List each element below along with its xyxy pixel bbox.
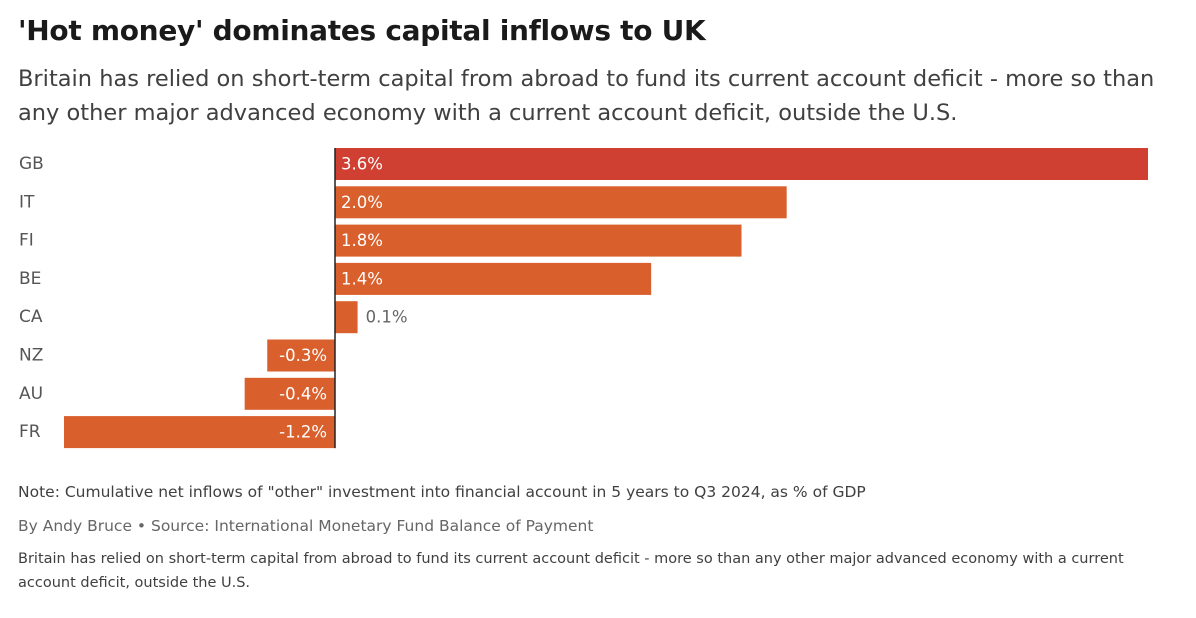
category-label-gb: GB bbox=[19, 154, 44, 174]
category-label-be: BE bbox=[19, 269, 41, 289]
value-label-nz: -0.3% bbox=[279, 346, 327, 365]
byline-source: By Andy Bruce • Source: International Mo… bbox=[18, 517, 594, 535]
chart-title: 'Hot money' dominates capital inflows to… bbox=[18, 14, 706, 47]
category-label-ca: CA bbox=[19, 307, 43, 327]
value-label-ca: 0.1% bbox=[366, 308, 408, 327]
bar-au bbox=[244, 377, 335, 410]
bar-be bbox=[335, 262, 652, 295]
category-label-nz: NZ bbox=[19, 346, 43, 366]
bar-fi bbox=[335, 224, 742, 257]
bar-nz bbox=[267, 339, 335, 372]
value-label-gb: 3.6% bbox=[341, 155, 383, 174]
bar-fr bbox=[64, 416, 335, 449]
value-label-au: -0.4% bbox=[279, 384, 327, 403]
value-label-it: 2.0% bbox=[341, 193, 383, 212]
chart-subtitle: Britain has relied on short-term capital… bbox=[18, 66, 1155, 126]
chart-note: Note: Cumulative net inflows of "other" … bbox=[18, 483, 866, 501]
bar-it bbox=[335, 186, 787, 219]
bar-chart: GB 3.6% IT 2.0% FI 1.8% BE 1.4% CA 0.1% NZ -0.3% AU -… bbox=[19, 148, 1148, 449]
bar-gb bbox=[335, 148, 1148, 180]
category-label-fi: FI bbox=[19, 231, 34, 251]
category-label-fr: FR bbox=[19, 422, 41, 442]
bar-ca bbox=[335, 301, 358, 334]
value-label-fi: 1.8% bbox=[341, 231, 383, 250]
value-label-be: 1.4% bbox=[341, 269, 383, 288]
category-label-it: IT bbox=[19, 192, 35, 212]
category-label-au: AU bbox=[19, 384, 43, 404]
chart-description: Britain has relied on short-term capital… bbox=[18, 551, 1124, 591]
value-label-fr: -1.2% bbox=[279, 423, 327, 442]
